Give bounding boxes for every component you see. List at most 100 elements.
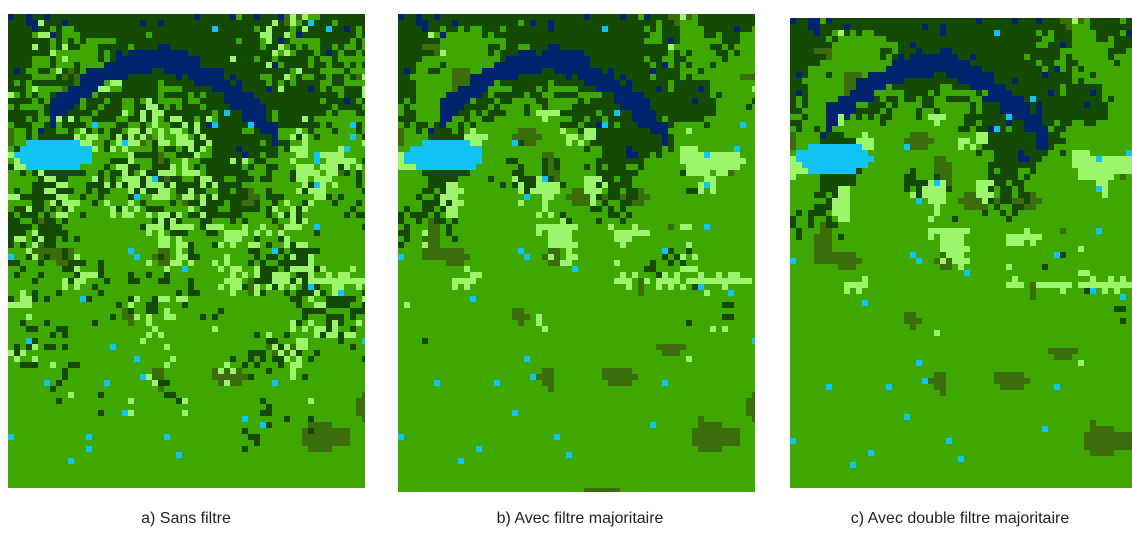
map-cell <box>644 134 650 140</box>
map-cell <box>230 140 236 146</box>
map-cell <box>692 98 698 104</box>
map-cell <box>248 38 254 44</box>
map-cell <box>584 122 590 128</box>
map-cell <box>446 98 452 104</box>
map-cell <box>398 38 404 44</box>
map-cell <box>952 84 958 90</box>
map-cell <box>566 80 572 86</box>
map-cell <box>1120 24 1126 30</box>
map-cell <box>26 26 32 32</box>
map-cell <box>808 18 814 24</box>
map-cell <box>80 212 86 218</box>
map-cell <box>320 110 326 116</box>
map-cell <box>530 32 536 38</box>
map-cell <box>164 14 170 20</box>
map-cell <box>152 14 158 20</box>
map-cell <box>1012 282 1018 288</box>
map-cell <box>182 38 188 44</box>
map-cell <box>608 206 614 212</box>
map-cell <box>626 230 632 236</box>
map-cell <box>578 32 584 38</box>
map-cell <box>880 54 886 60</box>
map-cell <box>958 126 964 132</box>
map-cell <box>608 164 614 170</box>
map-cell <box>518 92 524 98</box>
map-cell <box>934 192 940 198</box>
map-cell <box>716 446 722 452</box>
map-cell <box>344 278 350 284</box>
map-cell <box>20 236 26 242</box>
map-cell <box>1018 240 1024 246</box>
map-cell <box>350 122 356 128</box>
map-cell <box>808 24 814 30</box>
map-cell <box>668 284 674 290</box>
map-cell <box>224 80 230 86</box>
map-cell <box>728 38 734 44</box>
map-cell <box>416 164 422 170</box>
map-cell <box>602 62 608 68</box>
map-cell <box>56 38 62 44</box>
map-cell <box>470 104 476 110</box>
map-cell <box>964 78 970 84</box>
map-cell <box>536 14 542 20</box>
map-cell <box>898 84 904 90</box>
map-cell <box>236 128 242 134</box>
map-cell <box>752 86 755 92</box>
map-cell <box>940 258 946 264</box>
map-cell <box>326 32 332 38</box>
map-cell <box>350 326 356 332</box>
map-cell <box>302 68 308 74</box>
map-cell <box>302 314 308 320</box>
map-cell <box>632 44 638 50</box>
map-cell <box>164 26 170 32</box>
map-cell <box>1048 132 1054 138</box>
map-cell <box>988 30 994 36</box>
map-cell <box>796 30 802 36</box>
map-cell <box>458 80 464 86</box>
map-cell <box>638 194 644 200</box>
map-cell <box>578 62 584 68</box>
map-cell <box>254 140 260 146</box>
map-cell <box>32 20 38 26</box>
map-cell <box>892 24 898 30</box>
map-cell <box>14 218 20 224</box>
map-cell <box>230 134 236 140</box>
map-cell <box>26 44 32 50</box>
map-cell <box>554 20 560 26</box>
map-cell <box>14 116 20 122</box>
map-cell <box>398 20 404 26</box>
map-cell <box>994 378 1000 384</box>
map-cell <box>1048 144 1054 150</box>
map-cell <box>194 128 200 134</box>
map-cell <box>38 68 44 74</box>
map-cell <box>506 74 512 80</box>
map-cell <box>356 92 362 98</box>
map-cell <box>350 134 356 140</box>
map-cell <box>686 92 692 98</box>
map-cell <box>584 176 590 182</box>
map-cell <box>1102 36 1108 42</box>
map-cell <box>578 194 584 200</box>
map-cell <box>1096 36 1102 42</box>
map-cell <box>176 20 182 26</box>
map-cell <box>572 194 578 200</box>
map-cell <box>230 122 236 128</box>
map-cell <box>826 174 832 180</box>
map-cell <box>1078 150 1084 156</box>
map-cell <box>338 428 344 434</box>
map-cell <box>982 30 988 36</box>
map-cell <box>958 246 964 252</box>
map-cell <box>344 332 350 338</box>
map-cell <box>1066 42 1072 48</box>
map-cell <box>200 218 206 224</box>
map-cell <box>844 18 850 24</box>
map-cell <box>134 80 140 86</box>
map-cell <box>338 338 344 344</box>
map-cell <box>56 260 62 266</box>
map-cell <box>98 110 104 116</box>
map-cell <box>916 84 922 90</box>
map-cell <box>158 62 164 68</box>
map-cell <box>14 122 20 128</box>
map-cell <box>44 224 50 230</box>
map-cell <box>290 224 296 230</box>
